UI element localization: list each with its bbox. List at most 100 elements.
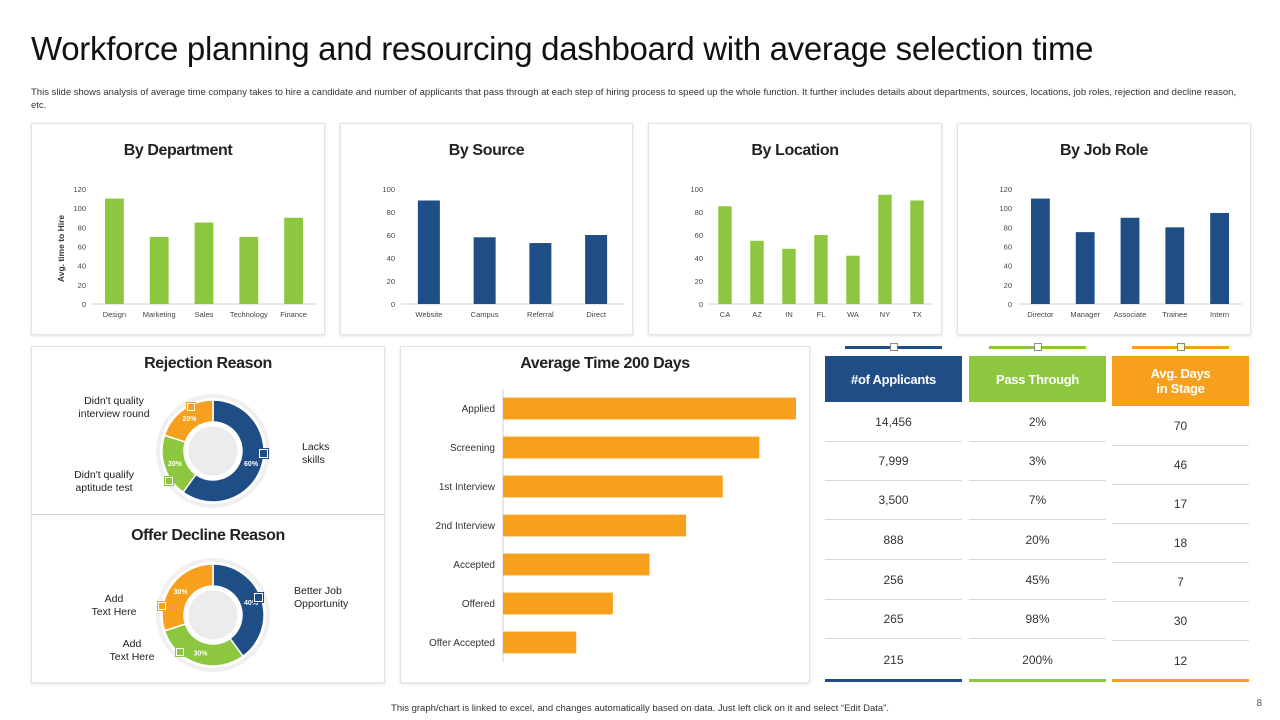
y-tick-label: 60 — [695, 231, 703, 240]
bar — [503, 631, 577, 654]
bar — [1075, 232, 1095, 304]
y-tick-label: 40 — [1004, 262, 1012, 271]
bar — [846, 255, 860, 304]
y-tick-label: 20 — [1004, 281, 1012, 290]
slice-percent-label: 20% — [182, 416, 197, 423]
card-average-time: Average Time 200 Days Applied Screening 1s… — [400, 346, 810, 683]
y-tick-label: 120 — [73, 185, 86, 194]
x-tick-label: AZ — [752, 310, 762, 319]
label-interview-round: Didn't quality interview round — [78, 395, 150, 420]
x-tick-label: Trainee — [1162, 310, 1187, 319]
table-cell: 7 — [1112, 563, 1249, 602]
source-bar-chart[interactable]: 0 20 40 60 80 100 Website Campus Referral Direct — [341, 124, 634, 336]
x-tick-label: Design — [103, 310, 126, 319]
y-tick-label: 80 — [387, 208, 395, 217]
table-cell: 98% — [969, 600, 1106, 639]
y-tick-label: 80 — [695, 208, 703, 217]
table-cell: 3,500 — [825, 481, 962, 520]
bar — [814, 235, 828, 304]
rejection-title: Rejection Reason — [144, 355, 272, 372]
bar — [503, 397, 796, 420]
bar — [1030, 198, 1050, 304]
donut-slice — [212, 563, 265, 658]
table-cell: 2% — [969, 403, 1106, 442]
divider — [32, 514, 384, 515]
table-cell: 20% — [969, 521, 1106, 560]
label-lacks-skills: Lacks skills — [302, 441, 330, 466]
x-tick-label: Intern — [1210, 310, 1229, 319]
bar — [718, 206, 732, 304]
y-tick-label: 60 — [1004, 243, 1012, 252]
department-bar-chart[interactable]: 0 20 40 60 80 100 120 Design Marketing Sales Techn… — [32, 124, 326, 336]
table-cell: 215 — [883, 652, 904, 667]
table-cell: 46 — [1112, 446, 1249, 485]
table-cell: 265 — [825, 600, 962, 639]
table-cell: 3% — [969, 442, 1106, 481]
slice-percent-label: 40% — [244, 600, 259, 607]
table-cell: 256 — [825, 561, 962, 600]
label-add-text-1: Add Text Here — [91, 593, 137, 618]
location-bar-chart[interactable]: 0 20 40 60 80 100 CA AZ IN FL WA NY TX — [649, 124, 943, 336]
bar — [104, 198, 124, 304]
chart-title: By Location — [751, 142, 839, 159]
x-tick-label: Campus — [471, 310, 499, 319]
bar — [503, 553, 650, 576]
x-tick-label: Website — [415, 310, 442, 319]
y-tick-label: 120 — [999, 185, 1012, 194]
bar — [473, 237, 496, 304]
x-tick-label: Marketing — [143, 310, 176, 319]
category-label: Offered — [462, 599, 495, 610]
bar — [149, 236, 169, 304]
y-tick-label: 20 — [695, 277, 703, 286]
x-tick-label: Associate — [1114, 310, 1147, 319]
donut-slice — [163, 399, 214, 443]
x-tick-label: Manager — [1070, 310, 1100, 319]
category-label: Offer Accepted — [429, 638, 495, 649]
column-header-label: Avg. Days in Stage — [1150, 366, 1211, 396]
donut-halo — [156, 558, 270, 672]
x-tick-label: Director — [1027, 310, 1054, 319]
tab-bar — [989, 343, 1086, 351]
bar — [284, 217, 304, 304]
marker-green — [175, 647, 185, 657]
job-role-bar-chart[interactable]: 0 20 40 60 80 100 120 Director Manager Associate T… — [958, 124, 1252, 336]
y-tick-label: 20 — [78, 281, 86, 290]
y-tick-label: 0 — [699, 300, 703, 309]
label-better-job: Better Job Opportunity — [294, 585, 349, 610]
slice-percent-label: 30% — [174, 589, 189, 596]
card-by-source: By Source 0 20 40 60 80 100 Website Campus Refer… — [340, 123, 633, 335]
bar — [417, 200, 440, 304]
category-label: Screening — [450, 443, 495, 454]
stage-time-bar-chart[interactable]: Applied Screening 1st Interview 2nd Intervi… — [401, 347, 811, 684]
table-cell: 17 — [1112, 485, 1249, 524]
slice-percent-label: 60% — [244, 461, 259, 468]
table-cell: 7,999 — [825, 442, 962, 481]
bar — [239, 236, 259, 304]
y-tick-label: 20 — [387, 277, 395, 286]
table-cell: 7% — [969, 481, 1106, 520]
x-tick-label: TX — [912, 310, 922, 319]
decline-donut-chart[interactable]: 40% 30% 30% — [153, 555, 273, 675]
chart-title: By Department — [123, 142, 233, 159]
table-cell: 888 — [825, 521, 962, 560]
x-tick-label: Sales — [195, 310, 214, 319]
rejection-donut-chart[interactable]: 60% 20% 20% — [153, 391, 273, 511]
bar — [529, 243, 552, 304]
x-tick-label: Technology — [230, 310, 268, 319]
card-by-job-role: By Job Role 0 20 40 60 80 100 120 Director Manag… — [957, 123, 1251, 335]
y-tick-label: 40 — [78, 262, 86, 271]
category-label: 2nd Interview — [436, 521, 496, 532]
y-tick-label: 80 — [1004, 223, 1012, 232]
column-bottom-bar — [1112, 679, 1249, 682]
y-tick-label: 100 — [690, 185, 703, 194]
bar — [750, 240, 764, 304]
chart-title: By Job Role — [1059, 142, 1149, 159]
y-tick-label: 60 — [387, 231, 395, 240]
bar — [503, 436, 760, 459]
bar — [910, 200, 924, 304]
y-tick-label: 80 — [78, 223, 86, 232]
column-header: Avg. Days in Stage — [1112, 356, 1249, 406]
donut-slice — [181, 399, 265, 503]
y-axis-label: Avg. time to Hire — [56, 215, 66, 282]
marker-orange — [157, 601, 167, 611]
